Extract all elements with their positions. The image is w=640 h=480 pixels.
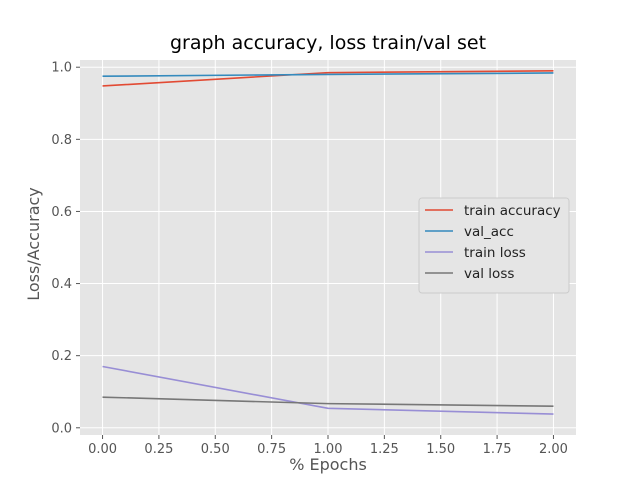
- x-tick-label: 1.25: [370, 442, 399, 457]
- x-tick-label: 0.75: [257, 442, 286, 457]
- legend-label: val_acc: [464, 224, 514, 240]
- y-tick-label: 1.0: [51, 61, 72, 76]
- series-lines: [102, 70, 554, 415]
- y-axis-label: Loss/Accuracy: [24, 187, 43, 301]
- x-tick-label: 1.50: [426, 442, 455, 457]
- x-tick-label: 0.00: [88, 442, 117, 457]
- y-tick-label: 0.4: [51, 277, 72, 292]
- chart-title: graph accuracy, loss train/val set: [170, 32, 486, 54]
- y-tick-label: 0.0: [51, 421, 72, 436]
- y-tick-label: 0.8: [51, 133, 72, 148]
- x-tick-label: 0.25: [144, 442, 173, 457]
- x-tick-label: 0.50: [201, 442, 230, 457]
- legend-label: train accuracy: [464, 203, 561, 219]
- x-tick-label: 1.00: [314, 442, 343, 457]
- axis-ticks: 0.00 0.25 0.50 0.75 1.00 1.25 1.50 1.75 2.00 0.0 0…: [51, 61, 568, 457]
- y-tick-label: 0.2: [51, 349, 72, 364]
- legend-box: [418, 197, 570, 294]
- x-tick-label: 1.75: [483, 442, 512, 457]
- x-axis-label: % Epochs: [289, 455, 367, 474]
- series-line-train-accuracy: [102, 70, 554, 87]
- series-line-train-loss: [102, 365, 554, 415]
- series-line-val-loss: [102, 396, 554, 407]
- y-tick-label: 0.6: [51, 205, 72, 220]
- x-tick-label: 2.00: [539, 442, 568, 457]
- legend-label: train loss: [464, 245, 526, 261]
- series-line-val-acc: [102, 72, 554, 78]
- legend-label: val loss: [464, 266, 514, 282]
